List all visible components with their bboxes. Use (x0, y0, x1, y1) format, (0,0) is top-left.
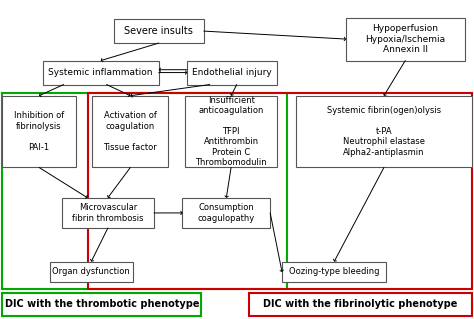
Bar (187, 61, 277, 85)
Bar (2, 93, 287, 289)
Text: Systemic fibrin(ogen)olysis

t-PA
Neutrophil elastase
Alpha2-antiplasmin: Systemic fibrin(ogen)olysis t-PA Neutrop… (327, 106, 441, 157)
Bar (282, 262, 386, 282)
Text: DIC with the thrombotic phenotype: DIC with the thrombotic phenotype (5, 299, 199, 309)
Text: Oozing-type bleeding: Oozing-type bleeding (289, 267, 379, 277)
Bar (62, 198, 154, 228)
Bar (50, 262, 133, 282)
Text: Severe insults: Severe insults (124, 26, 193, 36)
Bar (2, 96, 76, 167)
Bar (43, 61, 159, 85)
Bar (249, 293, 472, 316)
Text: Insufficient
anticoagulation

TFPI
Antithrombin
Protein C
Thrombomodulin: Insufficient anticoagulation TFPI Antith… (195, 96, 267, 167)
Text: Organ dysfunction: Organ dysfunction (52, 267, 130, 277)
Bar (88, 93, 472, 289)
Bar (92, 96, 168, 167)
Text: Consumption
coagulopathy: Consumption coagulopathy (198, 203, 255, 223)
Text: Hypoperfusion
Hypoxia/Ischemia
Annexin II: Hypoperfusion Hypoxia/Ischemia Annexin I… (365, 24, 446, 54)
Text: Systemic inflammation: Systemic inflammation (48, 68, 153, 77)
Bar (182, 198, 270, 228)
Bar (346, 18, 465, 61)
Text: Activation of
coagulation

Tissue factor: Activation of coagulation Tissue factor (103, 111, 157, 152)
Bar (185, 96, 277, 167)
Text: Microvascular
fibrin thrombosis: Microvascular fibrin thrombosis (72, 203, 144, 223)
Text: Endothelial injury: Endothelial injury (192, 68, 272, 77)
Bar (114, 19, 204, 43)
Bar (296, 96, 472, 167)
Text: DIC with the fibrinolytic phenotype: DIC with the fibrinolytic phenotype (263, 299, 457, 309)
Bar (2, 293, 201, 316)
Text: Inhibition of
fibrinolysis

PAI-1: Inhibition of fibrinolysis PAI-1 (14, 111, 64, 152)
